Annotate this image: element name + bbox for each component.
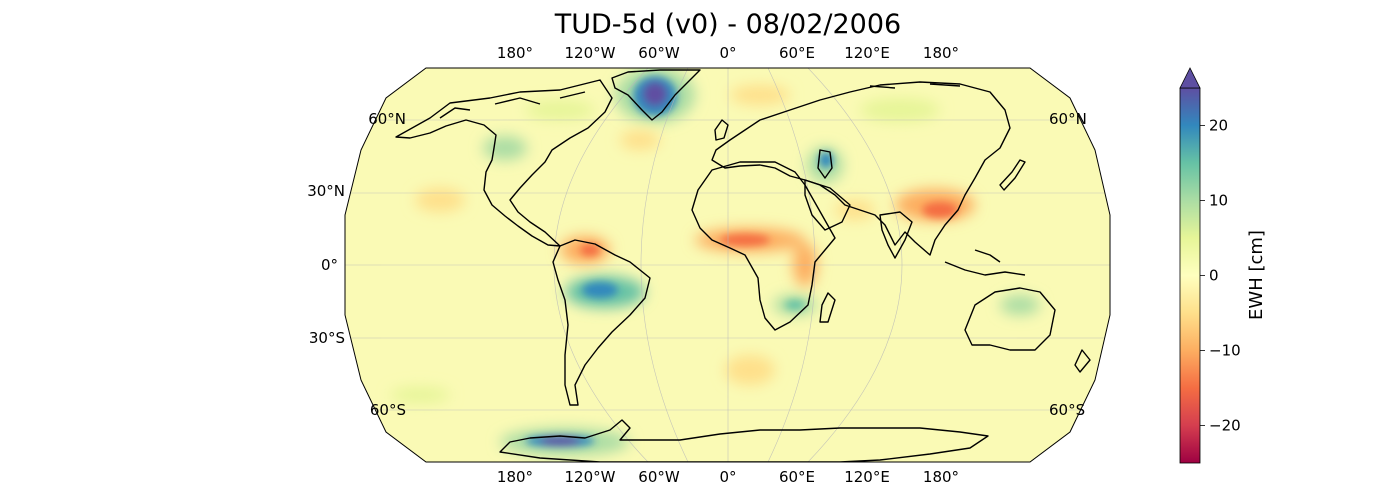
coastline-india [879, 211, 913, 259]
anomaly-greenland-peak [643, 82, 667, 106]
coastline-japan [999, 159, 1026, 191]
anomaly-canada [483, 136, 527, 160]
bottom-longitude-labels: 180° 120°W 60°W 0° 60°E 120°E 180° [497, 468, 959, 486]
coastline-caspian [817, 149, 833, 179]
graticule [345, 68, 1110, 462]
anomaly-southern-africa-core [785, 300, 805, 310]
bottom-lon-label: 180° [923, 468, 959, 486]
graticule-meridian [807, 68, 903, 462]
coastline-new-zealand [1074, 349, 1091, 373]
coastline-africa [691, 161, 836, 331]
bottom-lon-label: 0° [719, 468, 736, 486]
world-map [344, 67, 1111, 463]
top-lon-label: 60°E [779, 44, 815, 62]
coastline-arabia [804, 179, 851, 231]
right-lat-label: 60°S [1049, 401, 1085, 419]
left-lat-label: 60°S [370, 401, 406, 419]
anomaly-north-atlantic [620, 130, 660, 150]
coastlines [395, 69, 1091, 462]
colorbar-tick-label: 10 [1209, 192, 1228, 210]
bottom-lon-label: 120°W [565, 468, 616, 486]
anomaly-pacific [415, 188, 465, 212]
left-lat-label: 30°N [307, 182, 345, 200]
coastline-north-america [395, 79, 613, 247]
left-lat-label: 60°N [368, 110, 406, 128]
anomaly-barents [730, 85, 790, 105]
anomaly-layer [345, 68, 1110, 462]
anomaly-caspian-core [819, 152, 833, 168]
colorbar-ticks: 20 10 0 −10 −20 [1200, 117, 1241, 435]
colorbar-tick-label: −20 [1209, 417, 1241, 435]
bottom-lon-label: 120°E [844, 468, 890, 486]
coastline-australia [964, 287, 1056, 351]
map-outline [344, 67, 1111, 463]
anomaly-n-south-america-core [580, 244, 600, 256]
anomaly-sahel-core [720, 234, 770, 246]
top-lon-label: 60°W [638, 44, 680, 62]
coastline-antarctica [499, 419, 989, 462]
anomaly-antarctica-peak [540, 437, 580, 445]
left-lat-label: 30°S [309, 329, 345, 347]
top-lon-label: 120°E [844, 44, 890, 62]
colorbar-extend-arrow [1179, 67, 1201, 89]
top-longitude-labels: 180° 120°W 60°W 0° 60°E 120°E 180° [497, 44, 959, 62]
anomaly-china-core [922, 202, 958, 218]
colorbar-bar [1179, 87, 1201, 464]
top-lon-label: 0° [719, 44, 736, 62]
graticule-meridian [640, 68, 689, 462]
colorbar-tick-label: 20 [1209, 117, 1228, 135]
top-lon-label: 180° [923, 44, 959, 62]
left-latitude-labels: 60°N 30°N 0° 30°S 60°S [307, 110, 406, 419]
bottom-lon-label: 60°W [638, 468, 680, 486]
anomaly-siberia [860, 98, 940, 122]
anomaly-south-atlantic [725, 355, 775, 385]
anomaly-australia [1000, 295, 1040, 315]
anomaly-amazon-core [582, 282, 618, 298]
right-lat-label: 60°N [1049, 110, 1087, 128]
coastline-greenland [611, 69, 701, 121]
anomaly-southern-ocean [390, 387, 450, 403]
coastline-uk [714, 119, 729, 141]
left-lat-label: 0° [321, 256, 338, 274]
top-lon-label: 180° [497, 44, 533, 62]
coastline-south-america [552, 239, 651, 406]
coastline-indonesia [944, 249, 1026, 276]
bottom-lon-label: 180° [497, 468, 533, 486]
right-latitude-labels: 60°N 60°S [1049, 110, 1087, 419]
colorbar: 20 10 0 −10 −20 EWH [cm] [1179, 67, 1267, 464]
anomaly-middle-east [835, 200, 875, 220]
coastline-madagascar [819, 292, 836, 323]
map-title: TUD-5d (v0) - 08/02/2006 [554, 9, 902, 40]
colorbar-tick-label: −10 [1209, 342, 1241, 360]
colorbar-tick-label: 0 [1209, 267, 1219, 285]
anomaly-arctic [525, 100, 595, 120]
top-lon-label: 120°W [565, 44, 616, 62]
colorbar-label: EWH [cm] [1246, 230, 1267, 320]
coastline-arctic-islands [439, 83, 961, 119]
bottom-lon-label: 60°E [779, 468, 815, 486]
